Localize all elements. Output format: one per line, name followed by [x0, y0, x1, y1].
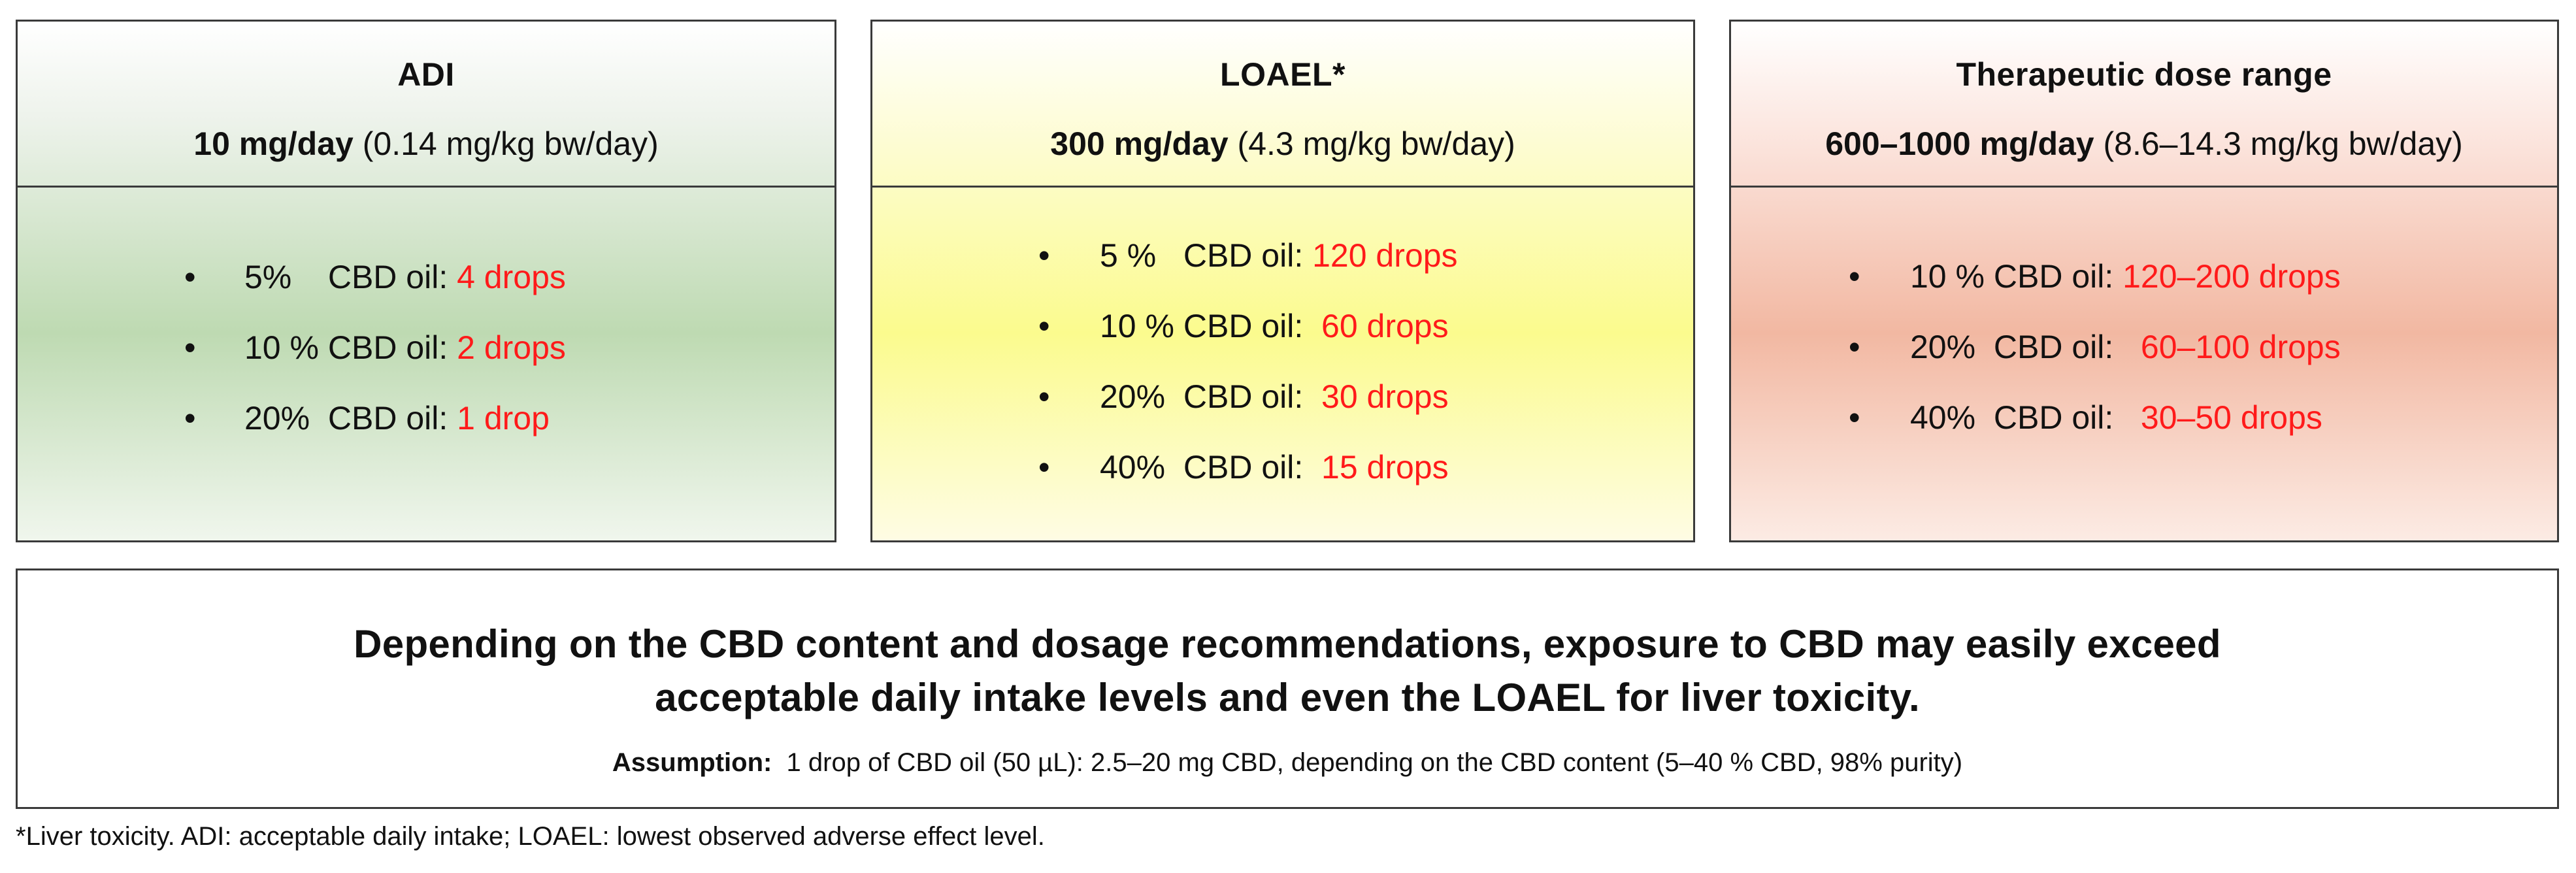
item-label: 5% CBD oil: — [244, 259, 457, 295]
bullet-icon: • — [184, 400, 196, 436]
item-value: 60 drops — [1321, 308, 1449, 344]
bullet-icon: • — [1038, 237, 1050, 274]
conclusion-panel: Depending on the CBD content and dosage … — [16, 568, 2559, 809]
therapeutic-body: • 10 % CBD oil: 120–200 drops • 20% CBD oi… — [1731, 188, 2557, 540]
assumption-label: Assumption: — [612, 748, 772, 777]
item-label: 10 % CBD oil: — [1100, 308, 1322, 344]
therapeutic-dose-value: 600–1000 mg/day — [1825, 125, 2094, 162]
loael-dose-detail: (4.3 mg/kg bw/day) — [1228, 125, 1515, 162]
bullet-icon: • — [1038, 449, 1050, 486]
loael-body: • 5 % CBD oil: 120 drops • 10 % CBD oil: 6… — [872, 188, 1693, 540]
item-value: 15 drops — [1321, 449, 1449, 486]
bullet-icon: • — [1849, 329, 1860, 365]
loael-dose-value: 300 mg/day — [1050, 125, 1229, 162]
item-value: 2 drops — [457, 329, 566, 366]
item-value: 4 drops — [457, 259, 566, 295]
item-label: 40% CBD oil: — [1100, 449, 1322, 486]
item-value: 1 drop — [457, 400, 550, 436]
bullet-icon: • — [1038, 378, 1050, 415]
item-value: 60–100 drops — [2140, 329, 2341, 365]
item-label: 20% CBD oil: — [1910, 329, 2141, 365]
item-label: 20% CBD oil: — [244, 400, 457, 436]
loael-title: LOAEL* — [1220, 56, 1346, 93]
item-value: 120 drops — [1312, 237, 1458, 274]
item-value: 30–50 drops — [2140, 399, 2322, 436]
adi-dose-value: 10 mg/day — [193, 125, 354, 162]
item-label: 10 % CBD oil: — [244, 329, 457, 366]
adi-dose: 10 mg/day (0.14 mg/kg bw/day) — [18, 125, 834, 163]
footnote: *Liver toxicity. ADI: acceptable daily i… — [16, 822, 1045, 851]
therapeutic-dose: 600–1000 mg/day (8.6–14.3 mg/kg bw/day) — [1731, 125, 2557, 163]
therapeutic-title: Therapeutic dose range — [1956, 56, 2332, 93]
bullet-icon: • — [184, 259, 196, 295]
therapeutic-header: Therapeutic dose range 600–1000 mg/day (… — [1731, 22, 2557, 188]
item-value: 30 drops — [1321, 378, 1449, 415]
adi-title: ADI — [397, 56, 455, 93]
loael-panel: LOAEL* 300 mg/day (4.3 mg/kg bw/day) • 5 … — [870, 20, 1695, 542]
item-label: 5 % CBD oil: — [1100, 237, 1313, 274]
loael-dose: 300 mg/day (4.3 mg/kg bw/day) — [872, 125, 1693, 163]
conclusion-line-2: acceptable daily intake levels and even … — [655, 676, 1920, 719]
conclusion-text: Depending on the CBD content and dosage … — [18, 618, 2557, 725]
bullet-icon: • — [184, 329, 196, 366]
therapeutic-dose-detail: (8.6–14.3 mg/kg bw/day) — [2094, 125, 2463, 162]
item-value: 120–200 drops — [2122, 258, 2341, 295]
bullet-icon: • — [1038, 308, 1050, 344]
adi-body: • 5% CBD oil: 4 drops • 10 % CBD oil: 2 dr… — [18, 188, 834, 540]
adi-dose-detail: (0.14 mg/kg bw/day) — [353, 125, 659, 162]
item-label: 10 % CBD oil: — [1910, 258, 2123, 295]
therapeutic-panel: Therapeutic dose range 600–1000 mg/day (… — [1729, 20, 2559, 542]
item-label: 20% CBD oil: — [1100, 378, 1322, 415]
adi-header: ADI 10 mg/day (0.14 mg/kg bw/day) — [18, 22, 834, 188]
assumption-text: 1 drop of CBD oil (50 µL): 2.5–20 mg CBD… — [772, 748, 1963, 777]
conclusion-line-1: Depending on the CBD content and dosage … — [354, 622, 2221, 666]
bullet-icon: • — [1849, 399, 1860, 436]
adi-panel: ADI 10 mg/day (0.14 mg/kg bw/day) • 5% CB… — [16, 20, 836, 542]
loael-header: LOAEL* 300 mg/day (4.3 mg/kg bw/day) — [872, 22, 1693, 188]
assumption-note: Assumption: 1 drop of CBD oil (50 µL): 2… — [18, 748, 2557, 778]
item-label: 40% CBD oil: — [1910, 399, 2141, 436]
bullet-icon: • — [1849, 258, 1860, 295]
